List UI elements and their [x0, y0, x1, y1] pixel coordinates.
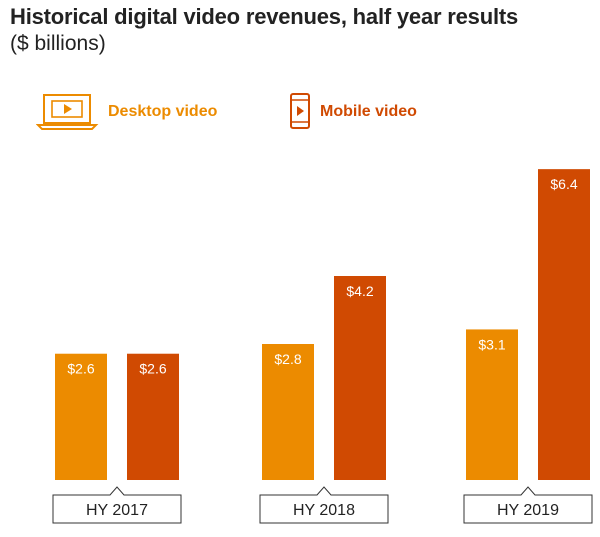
data-label-desktop-video-3: $3.1 — [478, 336, 505, 352]
category-label-3: HY 2019 — [497, 502, 559, 519]
category-label-1: HY 2017 — [86, 502, 148, 519]
chart-title: Historical digital video revenues, half … — [10, 4, 519, 29]
chart-subtitle: ($ billions) — [10, 32, 106, 55]
bar-desktop-video-3 — [466, 329, 518, 480]
data-label-desktop-video-1: $2.6 — [67, 361, 94, 377]
bar-mobile-video-1 — [127, 353, 179, 480]
category-box-1 — [52, 486, 182, 524]
bar-desktop-video-1 — [55, 353, 107, 480]
data-label-mobile-video-3: $6.4 — [550, 176, 577, 192]
data-label-desktop-video-2: $2.8 — [274, 351, 301, 367]
legend-label-mobile: Mobile video — [320, 103, 417, 120]
data-label-mobile-video-2: $4.2 — [346, 283, 373, 299]
category-box-3 — [463, 486, 593, 524]
legend-item-desktop: Desktop video — [36, 92, 217, 132]
bar-mobile-video-2 — [334, 276, 386, 480]
legend-label-desktop: Desktop video — [108, 103, 218, 120]
bar-desktop-video-2 — [262, 344, 314, 480]
legend-item-mobile: Mobile video — [288, 92, 417, 132]
data-label-mobile-video-1: $2.6 — [139, 361, 166, 377]
bar-mobile-video-3 — [538, 169, 590, 480]
phone-play-icon — [290, 93, 310, 129]
category-box-2 — [259, 486, 389, 524]
laptop-play-icon — [36, 94, 99, 130]
category-label-2: HY 2018 — [293, 502, 355, 519]
